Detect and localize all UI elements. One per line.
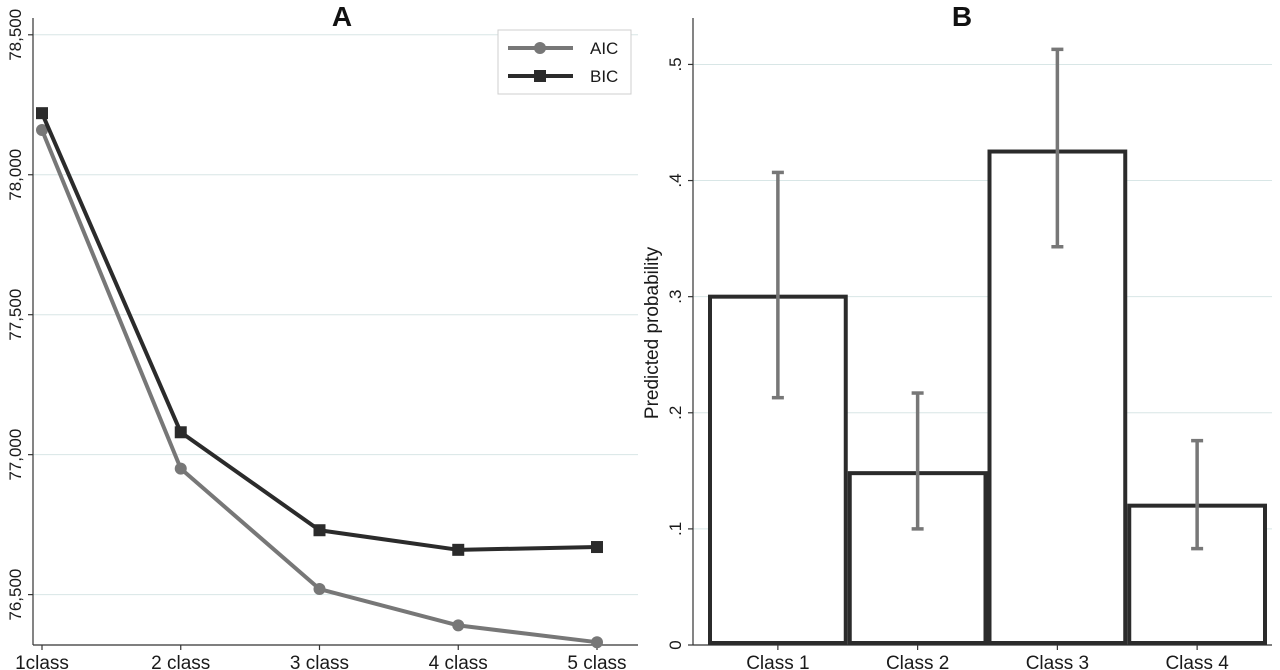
series-bic-point <box>313 524 326 537</box>
panel-a-x-tick-label: 5 class <box>567 653 626 670</box>
series-aic-point <box>313 583 326 596</box>
panel-b-x-tick-label: Class 3 <box>1026 653 1089 670</box>
series-bic-point <box>591 541 603 554</box>
series-aic-point <box>591 636 603 649</box>
panel-b-x-tick-label: Class 4 <box>1165 653 1229 670</box>
series-bic-point <box>452 543 465 556</box>
panel-b-title: B <box>952 1 972 32</box>
panel-b-y-tick-label: .5 <box>666 57 685 71</box>
panel-a-x-tick-label: 4 class <box>429 653 488 670</box>
panel-a-y-tick-label: 78,500 <box>6 9 25 61</box>
panel-a-x-tick-label: 2 class <box>151 653 210 670</box>
panel-b-y-axis-label: Predicted probability <box>642 246 663 419</box>
legend-aic-label: AIC <box>590 39 618 58</box>
panel-b-error-bars <box>771 47 1204 551</box>
panel-a-y-tick-label: 77,500 <box>6 289 25 341</box>
series-bic-point <box>174 426 187 439</box>
panel-b-y-tick-label: .3 <box>666 290 685 304</box>
legend-bic-label: BIC <box>590 67 618 86</box>
series-aic-line <box>40 129 598 645</box>
panel-a: A 76,500 77,000 77,500 78,000 78,500 1class 2… <box>6 1 638 670</box>
panel-a-y-ticks: 76,500 77,000 77,500 78,000 78,500 <box>6 9 33 621</box>
panel-a-x-tick-label: 3 class <box>290 653 349 670</box>
panel-a-x-tick-label: 1class <box>15 653 69 670</box>
series-aic-point <box>452 619 465 632</box>
legend-bic-marker <box>534 70 546 82</box>
panel-b-x-tick-label: Class 1 <box>746 653 809 670</box>
panel-a-x-ticks: 1class 2 class 3 class 4 class 5 class <box>15 645 627 670</box>
panel-b-y-tick-label: .1 <box>666 522 685 536</box>
series-bic-point <box>36 107 48 120</box>
panel-b-y-tick-label: .2 <box>666 406 685 420</box>
series-aic-point <box>36 123 48 136</box>
panel-a-series <box>36 107 603 649</box>
panel-b: B 0 .1 .2 .3 .4 .5 Predicted probability Clas… <box>642 1 1272 670</box>
panel-a-y-tick-label: 78,000 <box>6 149 25 201</box>
panel-b-x-ticks: Class 1 Class 2 Class 3 Class 4 <box>746 645 1229 670</box>
panel-a-y-tick-label: 76,500 <box>6 569 25 621</box>
legend-box <box>497 29 632 95</box>
panel-a-gridlines <box>33 34 638 596</box>
panel-b-y-tick-label: 0 <box>666 640 685 649</box>
panel-a-title: A <box>332 1 352 32</box>
series-aic-point <box>174 462 187 475</box>
panel-b-bars <box>708 149 1267 645</box>
panel-b-y-ticks: 0 .1 .2 .3 .4 .5 <box>666 57 693 650</box>
legend-aic-marker <box>534 42 546 54</box>
panel-b-y-tick-label: .4 <box>666 173 685 187</box>
legend: AIC BIC <box>497 29 632 95</box>
panel-a-y-tick-label: 77,000 <box>6 429 25 481</box>
panel-b-x-tick-label: Class 2 <box>886 653 949 670</box>
